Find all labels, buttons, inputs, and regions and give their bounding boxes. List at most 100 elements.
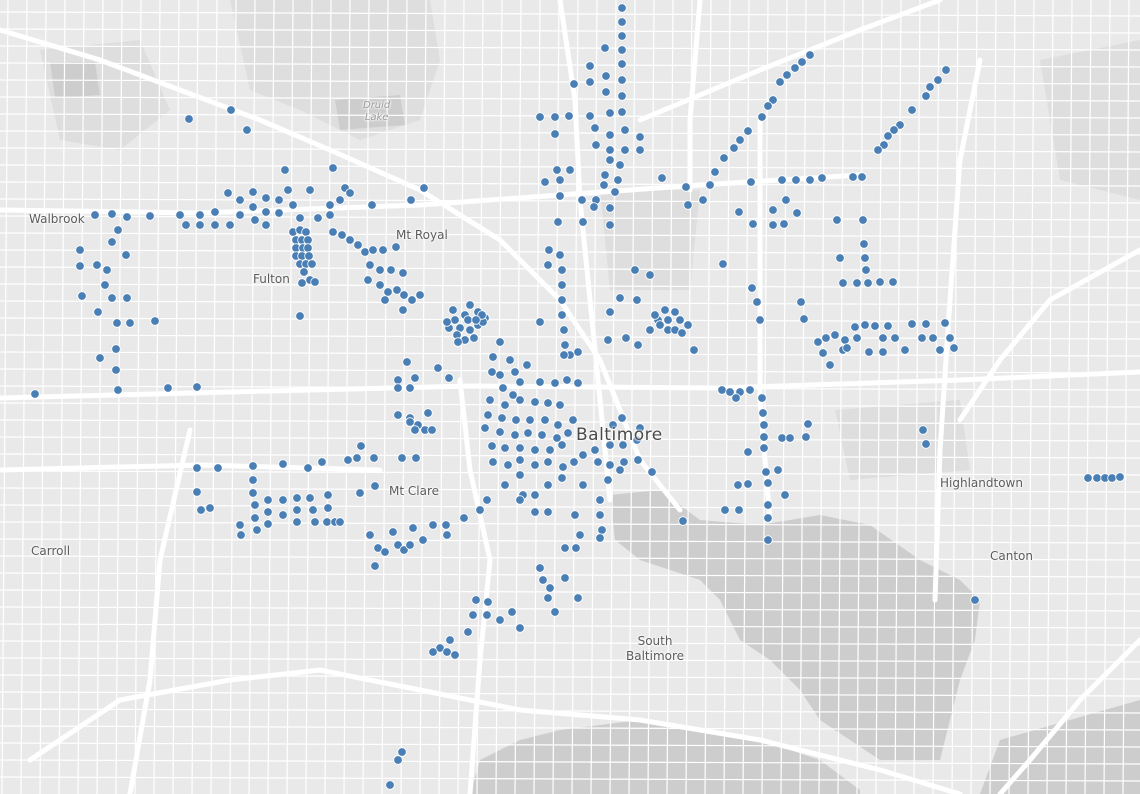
map-marker[interactable]: [605, 203, 615, 213]
map-marker[interactable]: [471, 595, 481, 605]
map-marker[interactable]: [261, 220, 271, 230]
map-marker[interactable]: [645, 325, 655, 335]
map-marker[interactable]: [363, 275, 373, 285]
map-marker[interactable]: [805, 50, 815, 60]
map-marker[interactable]: [195, 220, 205, 230]
map-marker[interactable]: [487, 441, 497, 451]
map-marker[interactable]: [248, 488, 258, 498]
map-marker[interactable]: [297, 278, 307, 288]
map-marker[interactable]: [617, 107, 627, 117]
map-marker[interactable]: [435, 643, 445, 653]
map-marker[interactable]: [618, 440, 628, 450]
map-marker[interactable]: [601, 87, 611, 97]
map-marker[interactable]: [657, 173, 667, 183]
map-marker[interactable]: [734, 207, 744, 217]
map-marker[interactable]: [378, 245, 388, 255]
map-marker[interactable]: [463, 627, 473, 637]
map-marker[interactable]: [563, 428, 573, 438]
map-marker[interactable]: [590, 445, 600, 455]
map-marker[interactable]: [677, 328, 687, 338]
map-marker[interactable]: [537, 430, 547, 440]
map-marker[interactable]: [313, 213, 323, 223]
map-marker[interactable]: [278, 459, 288, 469]
map-marker[interactable]: [589, 202, 599, 212]
map-marker[interactable]: [488, 352, 498, 362]
map-marker[interactable]: [543, 593, 553, 603]
map-marker[interactable]: [559, 350, 569, 360]
map-marker[interactable]: [77, 291, 87, 301]
map-marker[interactable]: [406, 195, 416, 205]
map-marker[interactable]: [830, 330, 840, 340]
map-marker[interactable]: [805, 175, 815, 185]
map-marker[interactable]: [821, 333, 831, 343]
map-marker[interactable]: [310, 277, 320, 287]
map-marker[interactable]: [308, 505, 318, 515]
map-marker[interactable]: [442, 317, 452, 327]
map-marker[interactable]: [747, 283, 757, 293]
map-marker[interactable]: [670, 307, 680, 317]
map-marker[interactable]: [1092, 473, 1102, 483]
map-marker[interactable]: [405, 383, 415, 393]
map-marker[interactable]: [935, 345, 945, 355]
map-marker[interactable]: [112, 318, 122, 328]
map-marker[interactable]: [263, 507, 273, 517]
map-marker[interactable]: [530, 490, 540, 500]
map-marker[interactable]: [283, 185, 293, 195]
map-marker[interactable]: [399, 545, 409, 555]
map-marker[interactable]: [122, 293, 132, 303]
map-marker[interactable]: [30, 389, 40, 399]
map-marker[interactable]: [698, 195, 708, 205]
map-marker[interactable]: [763, 513, 773, 523]
map-marker[interactable]: [553, 217, 563, 227]
map-marker[interactable]: [791, 175, 801, 185]
map-marker[interactable]: [368, 245, 378, 255]
map-marker[interactable]: [263, 519, 273, 529]
map-marker[interactable]: [226, 105, 236, 115]
map-marker[interactable]: [617, 3, 627, 13]
map-marker[interactable]: [801, 432, 811, 442]
map-marker[interactable]: [755, 315, 765, 325]
map-marker[interactable]: [763, 500, 773, 510]
map-marker[interactable]: [562, 375, 572, 385]
map-marker[interactable]: [482, 610, 492, 620]
map-marker[interactable]: [522, 360, 532, 370]
map-marker[interactable]: [550, 378, 560, 388]
map-marker[interactable]: [485, 395, 495, 405]
map-marker[interactable]: [280, 165, 290, 175]
map-marker[interactable]: [511, 415, 521, 425]
map-marker[interactable]: [878, 347, 888, 357]
map-marker[interactable]: [307, 259, 317, 269]
map-marker[interactable]: [530, 507, 540, 517]
map-marker[interactable]: [900, 345, 910, 355]
map-marker[interactable]: [263, 495, 273, 505]
map-marker[interactable]: [603, 475, 613, 485]
map-marker[interactable]: [274, 208, 284, 218]
map-marker[interactable]: [292, 517, 302, 527]
map-marker[interactable]: [495, 427, 505, 437]
map-marker[interactable]: [535, 377, 545, 387]
map-marker[interactable]: [523, 428, 533, 438]
map-marker[interactable]: [463, 315, 473, 325]
map-marker[interactable]: [564, 111, 574, 121]
map-marker[interactable]: [617, 75, 627, 85]
map-marker[interactable]: [345, 235, 355, 245]
map-marker[interactable]: [678, 516, 688, 526]
map-marker[interactable]: [1083, 473, 1093, 483]
map-marker[interactable]: [615, 160, 625, 170]
map-marker[interactable]: [248, 187, 258, 197]
map-marker[interactable]: [921, 91, 931, 101]
map-marker[interactable]: [495, 615, 505, 625]
map-marker[interactable]: [907, 319, 917, 329]
map-marker[interactable]: [386, 265, 396, 275]
map-marker[interactable]: [495, 337, 505, 347]
map-marker[interactable]: [617, 413, 627, 423]
map-marker[interactable]: [356, 441, 366, 451]
map-marker[interactable]: [729, 143, 739, 153]
map-marker[interactable]: [571, 543, 581, 553]
map-marker[interactable]: [383, 287, 393, 297]
map-marker[interactable]: [907, 105, 917, 115]
map-marker[interactable]: [483, 597, 493, 607]
map-marker[interactable]: [560, 340, 570, 350]
map-marker[interactable]: [477, 310, 487, 320]
